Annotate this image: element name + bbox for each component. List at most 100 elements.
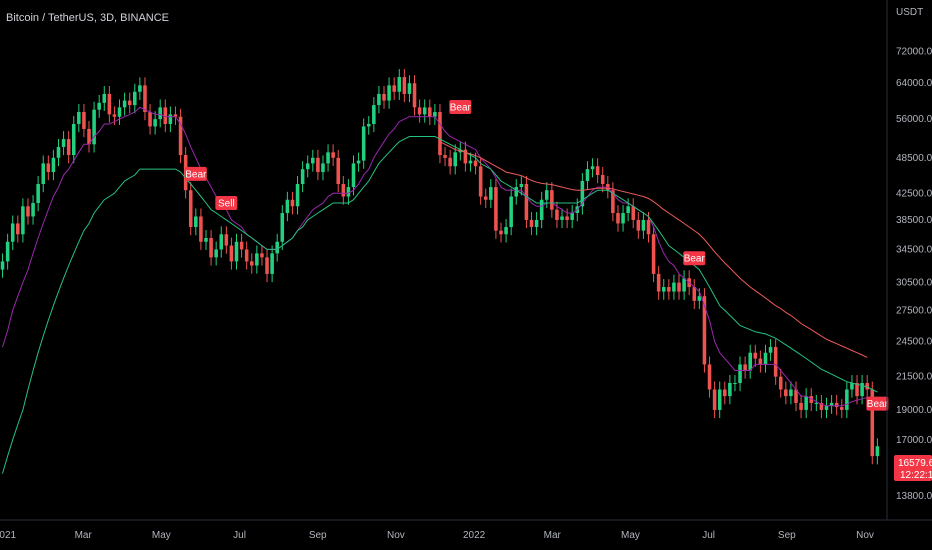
last-price-tag: 16579.61 12:22:11 [894, 455, 932, 481]
candle-body [387, 85, 391, 101]
candle-body [163, 107, 168, 124]
price-tick: 13800.00 [896, 491, 932, 502]
signal-label: Bear [683, 251, 705, 266]
candle-body [697, 296, 702, 301]
candle-body [819, 402, 824, 410]
candle-body [519, 184, 524, 188]
signals-group: Bear Sell Bear Bear Bear [184, 100, 889, 411]
candle-body [473, 160, 478, 167]
candle-body [550, 190, 554, 210]
candle-body [199, 216, 203, 242]
candle-body [361, 126, 366, 161]
candle-body [677, 282, 681, 292]
candle-body [188, 190, 193, 228]
candle-body [555, 209, 559, 220]
candle-body [845, 389, 849, 410]
candle-body [753, 352, 758, 359]
candle-body [728, 382, 732, 397]
candle-body [616, 213, 620, 224]
candle-body [611, 190, 615, 214]
candle-body [331, 152, 335, 158]
candle-body [682, 278, 686, 292]
price-tick: 48500.00 [896, 153, 932, 164]
countdown: 12:22:11 [900, 470, 932, 481]
candle-body [646, 219, 651, 235]
price-tick: 17000.00 [896, 435, 932, 446]
candle-body [723, 389, 727, 397]
candle-body [260, 253, 264, 258]
candle-body [300, 169, 305, 185]
candle-body [305, 163, 310, 170]
candle-body [204, 237, 208, 242]
candle-body [61, 139, 66, 147]
moving-average-line-2 [2, 136, 878, 474]
candle-body [839, 407, 844, 410]
candle-body [107, 93, 112, 115]
signal-label: Bear [866, 396, 889, 411]
candle-body [239, 241, 244, 250]
candle-body [794, 389, 798, 403]
candle-body [143, 85, 147, 113]
candle-body [36, 184, 40, 204]
time-tick: Jul [233, 530, 246, 541]
candle-body [626, 206, 630, 214]
candle-body [834, 402, 839, 408]
candle-body [672, 282, 676, 292]
candle-body [829, 402, 834, 406]
candle-body [850, 382, 854, 390]
candle-body [799, 402, 803, 410]
candle-body [494, 187, 498, 231]
candle-body [10, 223, 15, 242]
price-tick: 30500.00 [896, 278, 932, 289]
candle-body [422, 107, 427, 115]
candle-body [789, 389, 793, 397]
price-axis[interactable]: 72000.00 64000.00 56000.00 48500.00 42500.00… [896, 47, 932, 502]
candle-body [5, 241, 10, 262]
price-tick: 24500.00 [896, 337, 932, 348]
time-axis[interactable]: 2021 Mar May Jul Sep Nov 2022 Mar May Jul Sep Nov [0, 530, 874, 541]
candle-body [321, 163, 325, 173]
candle-body [178, 116, 183, 156]
candle-body [244, 249, 249, 262]
price-tick: 56000.00 [896, 114, 932, 125]
candle-body [733, 382, 737, 384]
candle-body [265, 257, 269, 274]
candle-body [631, 206, 636, 220]
signal-label: Sell [215, 195, 238, 210]
candle-body [229, 245, 234, 262]
price-tick: 38500.00 [896, 215, 932, 226]
candle-body [214, 249, 218, 258]
candle-body [87, 128, 91, 145]
candle-body [514, 187, 519, 197]
candle-body [417, 107, 422, 115]
candle-body [468, 160, 473, 164]
candle-body [580, 180, 585, 207]
moving-average-line-1 [2, 106, 878, 411]
candle-body [661, 287, 666, 292]
candle-body [534, 219, 539, 228]
candle-body [636, 219, 641, 231]
candle-body [438, 112, 442, 156]
candle-body [585, 169, 590, 181]
candle-body [483, 196, 488, 200]
candle-body [97, 102, 101, 110]
signal-text: Sell [218, 198, 235, 209]
candle-body [504, 227, 508, 235]
price-tick: 19000.00 [896, 405, 932, 416]
candle-body [809, 396, 814, 403]
chart-title: Bitcoin / TetherUS, 3D, BINANCE [6, 12, 169, 24]
candle-body [127, 100, 132, 106]
candle-body [148, 112, 152, 127]
candles-group [0, 69, 880, 465]
candle-body [656, 273, 661, 292]
candle-body [51, 157, 56, 173]
candle-body [0, 261, 5, 270]
candle-body [153, 119, 157, 127]
candle-body [377, 93, 381, 106]
candle-body [560, 216, 564, 220]
time-tick: 2021 [0, 530, 17, 541]
time-tick: May [621, 530, 640, 541]
candle-body [133, 91, 137, 106]
candle-body [499, 230, 503, 235]
